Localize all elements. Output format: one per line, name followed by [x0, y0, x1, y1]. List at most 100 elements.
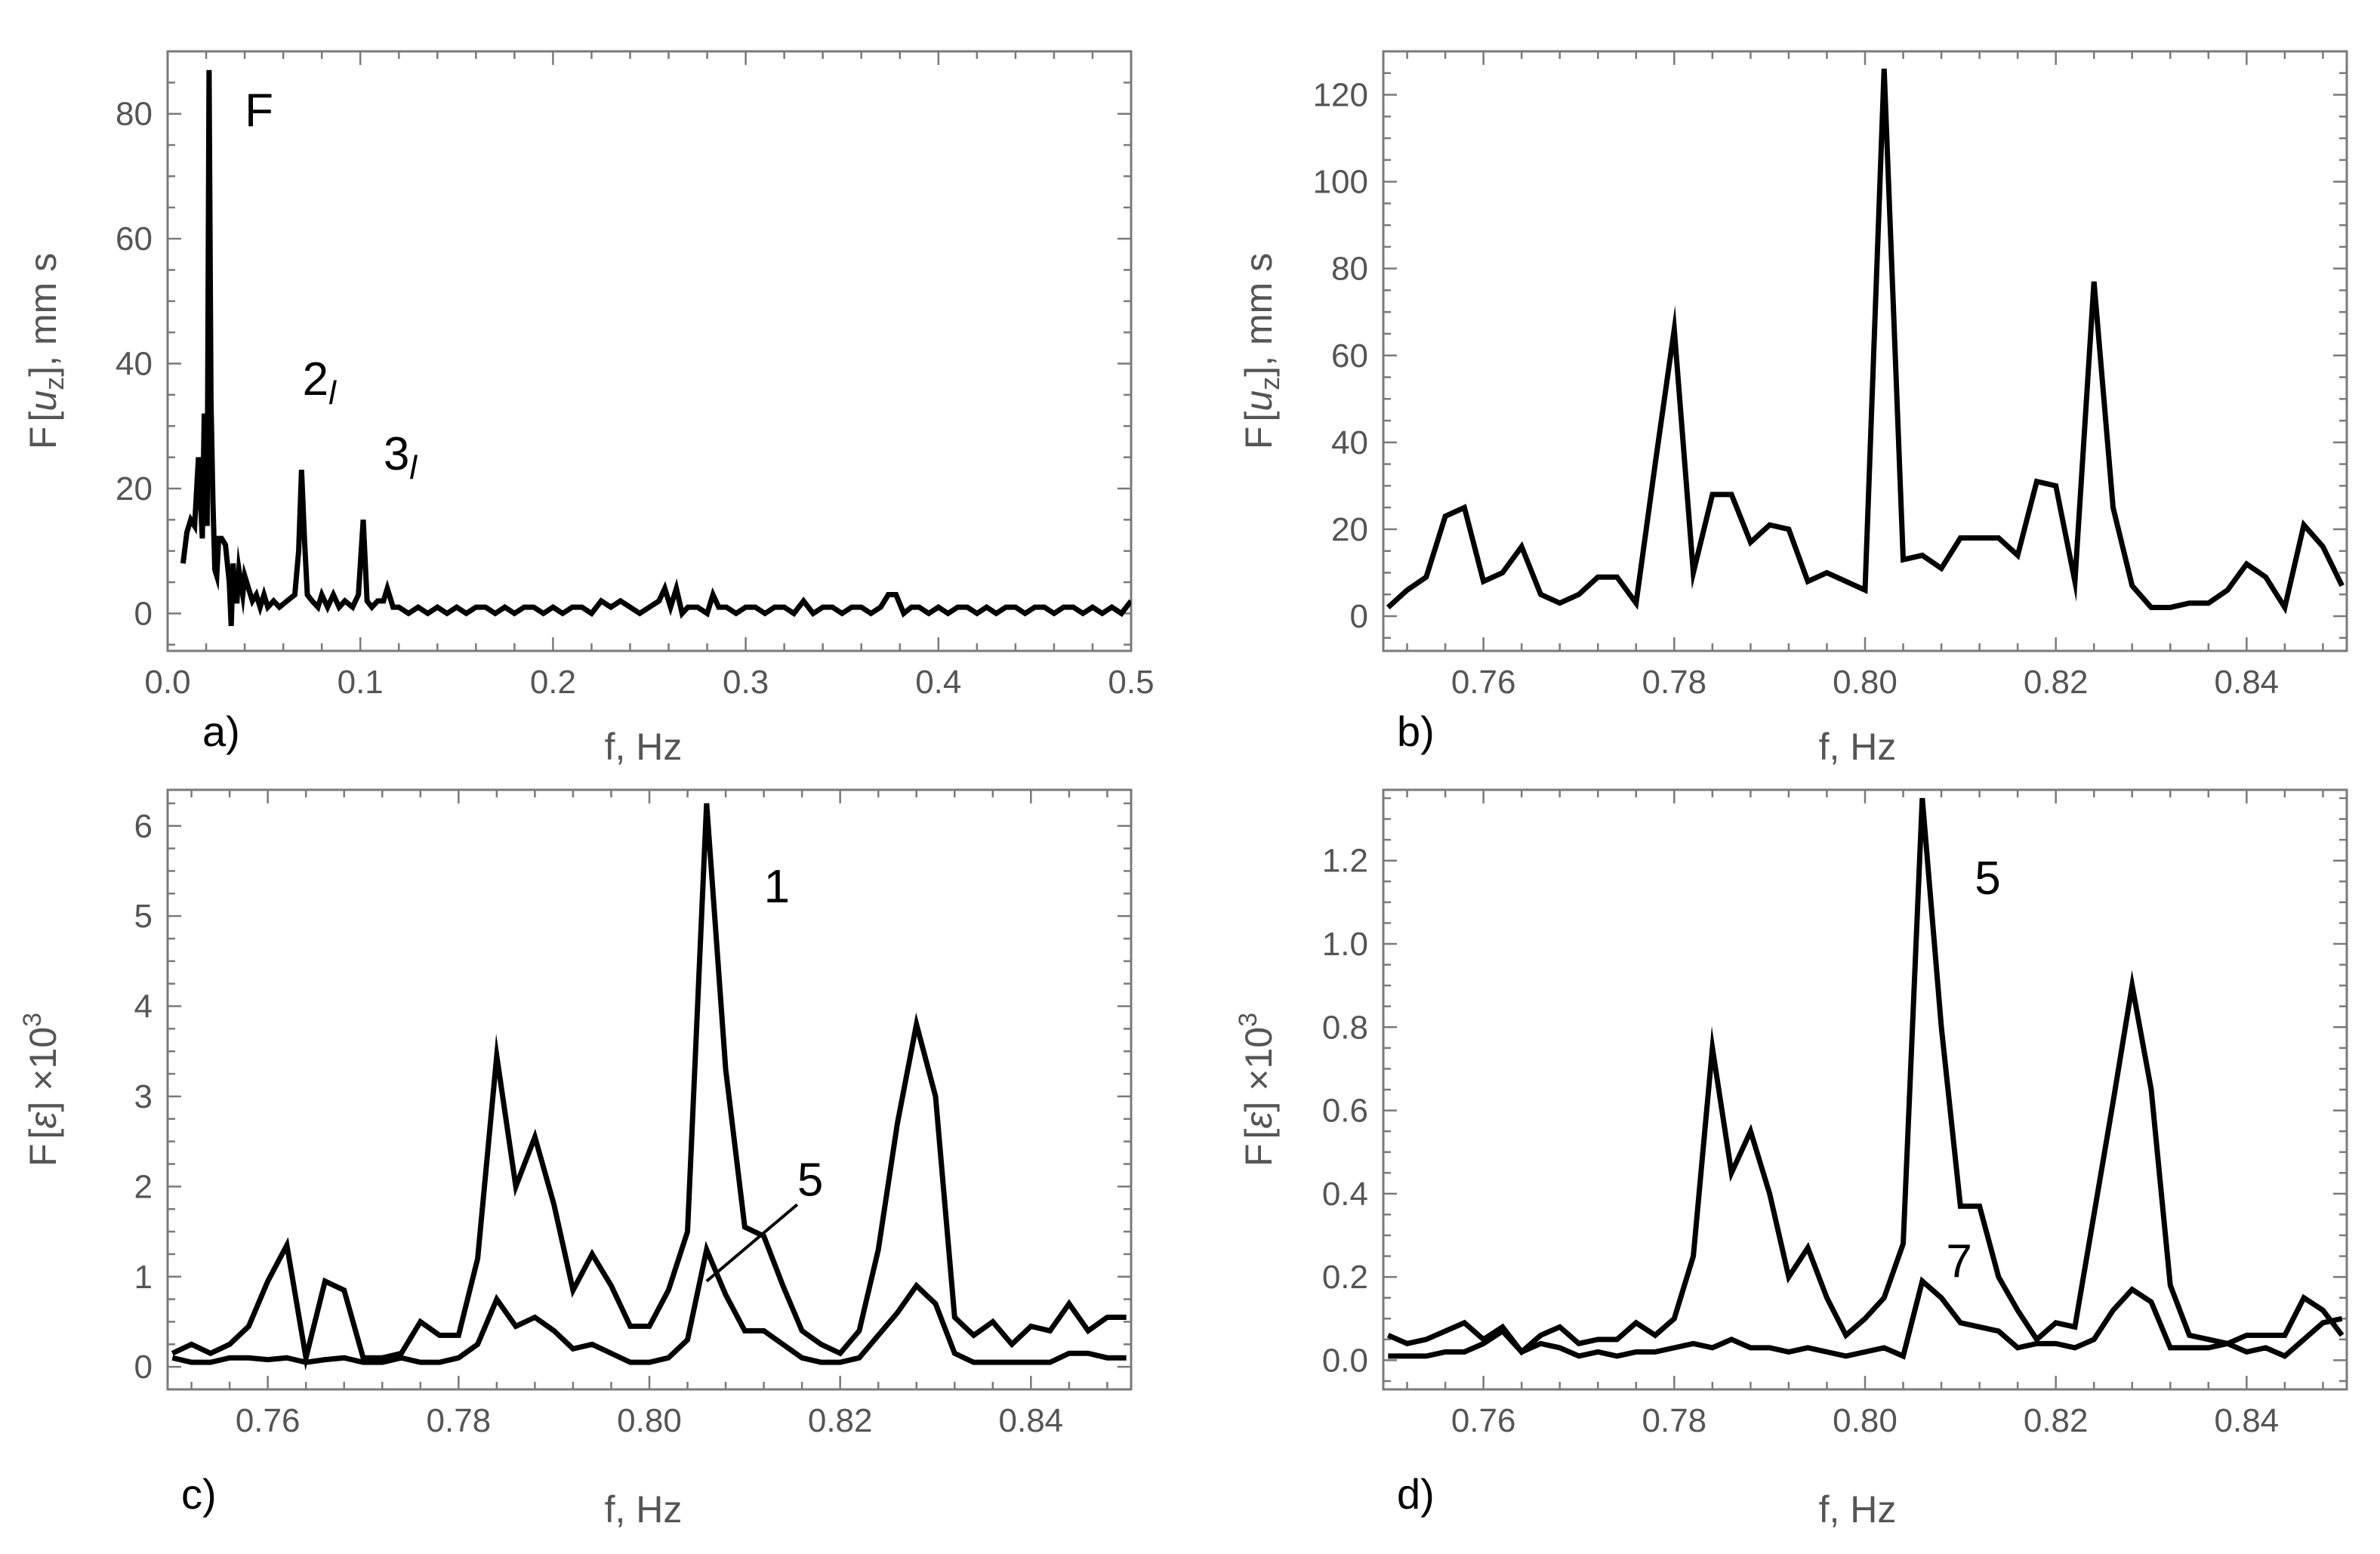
y-tick-label: 60	[1331, 338, 1368, 375]
x-tick-label: 0.80	[1833, 1402, 1898, 1439]
curve-annotation: 2l	[303, 353, 337, 412]
y-label-variable: u	[22, 390, 64, 412]
y-label-bracket: ]	[22, 366, 64, 377]
x-axis-label: f, Hz	[1819, 1488, 1897, 1531]
annotation-subscript: l	[409, 449, 418, 486]
series-line-5	[1386, 797, 2345, 1356]
panel-label: c)	[181, 1470, 217, 1518]
curve-annotation: 5	[1975, 853, 2000, 905]
y-label-prefix: F	[22, 1144, 64, 1167]
y-tick-label: 0.8	[1322, 1009, 1368, 1046]
y-axis-label: F [ε] ×103	[18, 1013, 64, 1167]
x-tick-label: 0.82	[2024, 664, 2089, 701]
x-tick-label: 0.82	[2024, 1402, 2089, 1439]
y-tick-label: 120	[1313, 77, 1368, 114]
x-tick-label: 0.84	[2215, 1402, 2280, 1439]
y-tick-label: 0.6	[1322, 1093, 1368, 1130]
curve-annotation: 1	[764, 861, 790, 913]
plot-frame	[1382, 788, 2348, 1391]
panel-a: 0.0 0.1 0.2 0.3 0.4 0.5 0 20 40 60 80 f, Hz F [uz], m…	[22, 50, 1155, 768]
series-line-spectrum	[1386, 68, 2345, 615]
y-tick-label: 0	[134, 595, 153, 632]
x-tick-label: 0.80	[617, 1402, 682, 1439]
y-label-units: ×10	[1238, 1027, 1280, 1091]
y-label-bracket: [	[22, 1129, 64, 1139]
panel-label: b)	[1397, 708, 1435, 755]
y-tick-label: 1	[134, 1259, 153, 1296]
y-label-variable: u	[1238, 390, 1280, 412]
panel-b: 0.76 0.78 0.80 0.82 0.84 0 20 40 60 80 100 120 f, Hz…	[1238, 50, 2348, 768]
y-label-subscript: z	[1254, 377, 1285, 390]
y-tick-label: 3	[134, 1078, 153, 1115]
x-tick-label: 0.78	[1642, 664, 1707, 701]
y-tick-label: 1.0	[1322, 926, 1368, 963]
x-axis-label: f, Hz	[605, 726, 683, 768]
panel-label: d)	[1397, 1470, 1435, 1518]
x-tick-label: 0.3	[723, 664, 769, 701]
x-tick-label: 0.76	[1451, 1402, 1516, 1439]
plot-frame	[166, 50, 1133, 652]
y-label-superscript: 3	[1234, 1013, 1262, 1027]
y-label-prefix: F	[1238, 427, 1280, 450]
plot-frame	[166, 788, 1133, 1391]
x-tick-label: 0.2	[530, 664, 576, 701]
x-tick-label: 0.78	[1642, 1402, 1707, 1439]
y-tick-label: 0.2	[1322, 1259, 1368, 1296]
y-tick-label: 40	[1331, 424, 1368, 461]
annotation-text: F	[245, 85, 273, 137]
y-label-bracket: ]	[22, 1102, 64, 1112]
y-tick-label: 2	[134, 1168, 153, 1205]
x-tick-label: 0.80	[1833, 664, 1898, 701]
curve-annotation: 5	[797, 1154, 823, 1206]
y-label-bracket: ]	[1238, 366, 1280, 377]
x-tick-label: 0.84	[2215, 664, 2280, 701]
x-tick-label: 0.82	[808, 1402, 873, 1439]
y-label-prefix: F	[1238, 1144, 1280, 1167]
y-tick-label: 0.0	[1322, 1342, 1368, 1379]
panel-label: a)	[202, 708, 240, 755]
series-line-7	[1388, 1276, 2343, 1360]
y-label-bracket: ]	[1238, 1102, 1280, 1112]
y-tick-label: 0	[1350, 598, 1368, 635]
y-tick-label: 100	[1313, 164, 1368, 201]
x-tick-label: 0.0	[144, 664, 190, 701]
y-label-units: , mm s	[1238, 253, 1280, 366]
x-tick-label: 0.76	[236, 1402, 301, 1439]
y-label-subscript: z	[39, 377, 69, 390]
annotation-text: 5	[1975, 853, 2000, 905]
y-label-bracket: [	[22, 412, 64, 422]
y-label-bracket: [	[1238, 1129, 1280, 1139]
y-axis-label: F [uz], mm s	[22, 253, 69, 449]
y-label-prefix: F	[22, 427, 64, 450]
x-tick-label: 0.5	[1108, 664, 1154, 701]
y-axis-label: F [ε] ×103	[1234, 1013, 1280, 1167]
x-axis-label: f, Hz	[1819, 726, 1897, 768]
y-axis-label: F [uz], mm s	[1238, 253, 1285, 449]
y-label-bracket: [	[1238, 412, 1280, 422]
y-label-variable: ε	[22, 1112, 64, 1129]
series-line-1	[171, 803, 1127, 1371]
series-line-5	[171, 1241, 1127, 1365]
annotation-text: 3	[384, 428, 409, 480]
annotation-text: 1	[764, 861, 790, 913]
x-tick-label: 0.78	[427, 1402, 492, 1439]
y-label-variable: ε	[1238, 1112, 1280, 1129]
y-tick-label: 4	[134, 988, 153, 1025]
y-tick-label: 80	[1331, 251, 1368, 288]
y-tick-label: 40	[116, 346, 153, 383]
y-tick-label: 0	[134, 1349, 153, 1386]
curve-annotation: 3l	[384, 428, 418, 486]
y-tick-label: 60	[116, 220, 153, 257]
annotation-text: 2	[303, 353, 328, 405]
panel-d: 0.76 0.78 0.80 0.82 0.84 0.0 0.2 0.4 0.6 0.8 1.0 1.…	[1234, 788, 2348, 1531]
y-tick-label: 20	[1331, 511, 1368, 548]
series-line-spectrum	[180, 69, 1131, 627]
annotation-text: 7	[1946, 1235, 1972, 1287]
y-label-superscript: 3	[18, 1013, 47, 1027]
y-label-units: , mm s	[22, 253, 64, 366]
y-tick-label: 6	[134, 808, 153, 845]
y-tick-label: 5	[134, 898, 153, 935]
y-tick-label: 20	[116, 470, 153, 507]
